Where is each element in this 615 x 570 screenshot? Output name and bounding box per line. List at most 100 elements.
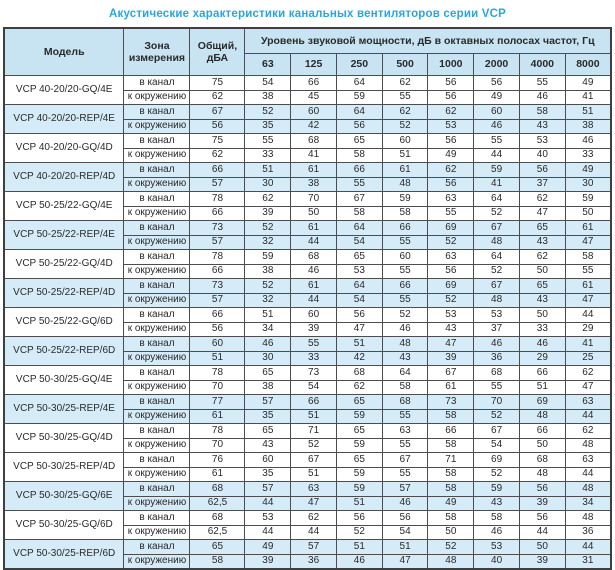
band-level-cell: 44 — [564, 408, 612, 424]
band-level-cell: 71 — [427, 452, 475, 468]
band-level-cell: 37 — [518, 176, 566, 192]
band-level-cell: 39 — [518, 495, 566, 511]
page-title: Акустические характеристики канальных ве… — [108, 8, 507, 20]
model-cell: VCP 50-25/22-REP/4D — [3, 278, 125, 308]
total-dba-cell: 66 — [189, 205, 246, 221]
column-header-freq-250: 250 — [335, 53, 383, 76]
band-level-cell: 43 — [244, 437, 292, 453]
column-header-zone: Зона измерения — [123, 27, 191, 76]
band-level-cell: 49 — [473, 89, 520, 105]
table-row: VCP 50-30/25-GQ/4D в канал 78 65 71 65 63 66 67 6… — [3, 423, 612, 453]
band-level-cell: 65 — [244, 365, 292, 381]
column-header-freq-1000: 1000 — [427, 53, 475, 76]
band-level-cell: 66 — [427, 423, 475, 439]
band-level-cell: 44 — [290, 524, 337, 540]
band-level-cell: 54 — [335, 234, 383, 250]
band-level-cell: 69 — [473, 452, 520, 468]
band-level-cell: 29 — [564, 321, 612, 337]
band-level-cell: 55 — [381, 408, 429, 424]
band-level-cell: 57 — [244, 394, 292, 410]
band-level-cell: 67 — [473, 220, 520, 236]
band-level-cell: 52 — [473, 466, 520, 482]
band-level-cell: 62 — [564, 423, 612, 439]
band-level-cell: 52 — [244, 104, 292, 120]
band-level-cell: 59 — [244, 249, 292, 265]
band-level-cell: 53 — [335, 263, 383, 279]
model-cell: VCP 40-20/20-GQ/4E — [3, 75, 125, 105]
zone-cell-duct: в канал — [123, 423, 191, 439]
band-level-cell: 44 — [518, 524, 566, 540]
band-level-cell: 30 — [244, 350, 292, 366]
band-level-cell: 59 — [335, 437, 383, 453]
zone-cell-duct: в канал — [123, 481, 191, 497]
band-level-cell: 60 — [381, 133, 429, 149]
band-level-cell: 53 — [427, 118, 475, 134]
band-level-cell: 65 — [518, 278, 566, 294]
band-level-cell: 51 — [290, 408, 337, 424]
zone-cell-duct: в канал — [123, 249, 191, 265]
total-dba-cell: 60 — [189, 336, 246, 352]
band-level-cell: 46 — [518, 336, 566, 352]
band-level-cell: 52 — [427, 234, 475, 250]
table-row: к окружению 61 35 51 59 55 58 52 48 44 — [4, 408, 612, 424]
band-level-cell: 58 — [427, 437, 475, 453]
band-level-cell: 33 — [290, 350, 337, 366]
band-level-cell: 58 — [564, 249, 612, 265]
band-level-cell: 43 — [518, 118, 566, 134]
table-row: VCP 50-25/22-REP/4D в канал 73 52 61 64 66 69 67… — [3, 278, 612, 308]
zone-cell-ambient: к окружению — [123, 350, 191, 366]
table-row: VCP 40-20/20-REP/4E в канал 67 52 60 64 62 62 60… — [3, 104, 612, 134]
band-level-cell: 64 — [335, 220, 383, 236]
band-level-cell: 38 — [244, 379, 292, 395]
zone-cell-ambient: к окружению — [123, 408, 191, 424]
band-level-cell: 48 — [473, 292, 520, 308]
band-level-cell: 52 — [244, 278, 292, 294]
band-level-cell: 51 — [290, 466, 337, 482]
band-level-cell: 55 — [381, 89, 429, 105]
column-header-freq-4000: 4000 — [518, 53, 566, 76]
band-level-cell: 56 — [335, 307, 383, 323]
band-level-cell: 55 — [244, 133, 292, 149]
band-level-cell: 65 — [335, 249, 383, 265]
band-level-cell: 63 — [427, 191, 475, 207]
zone-cell-ambient: к окружению — [123, 176, 191, 192]
column-header-total-dba: Общий, дБА — [189, 27, 246, 76]
band-level-cell: 56 — [381, 510, 429, 526]
band-level-cell: 48 — [564, 437, 612, 453]
table-row: VCP 50-30/25-GQ/4E в канал 78 65 73 68 64 67 68 6… — [3, 365, 612, 395]
column-header-freq-125: 125 — [290, 53, 337, 76]
model-cell: VCP 50-30/25-GQ/4E — [3, 365, 125, 395]
band-level-cell: 40 — [518, 147, 566, 163]
band-level-cell: 46 — [564, 133, 612, 149]
band-level-cell: 62 — [381, 104, 429, 120]
model-cell: VCP 50-25/22-GQ/4D — [3, 249, 125, 279]
band-level-cell: 57 — [381, 481, 429, 497]
total-dba-cell: 61 — [189, 466, 246, 482]
band-level-cell: 52 — [290, 437, 337, 453]
column-header-freq-500: 500 — [381, 53, 429, 76]
zone-cell-duct: в канал — [123, 75, 191, 91]
zone-cell-duct: в канал — [123, 220, 191, 236]
band-level-cell: 45 — [290, 89, 337, 105]
band-level-cell: 62 — [564, 365, 612, 381]
band-level-cell: 69 — [427, 220, 475, 236]
total-dba-cell: 58 — [189, 553, 246, 570]
band-level-cell: 55 — [564, 263, 612, 279]
zone-cell-duct: в канал — [123, 452, 191, 468]
table-row: VCP 50-25/22-GQ/4E в канал 78 62 70 67 59 63 64 6… — [3, 191, 612, 221]
band-level-cell: 48 — [381, 336, 429, 352]
band-level-cell: 49 — [564, 162, 612, 178]
model-cell: VCP 50-30/25-GQ/6E — [3, 481, 125, 511]
zone-cell-ambient: к окружению — [123, 524, 191, 540]
band-level-cell: 54 — [473, 437, 520, 453]
band-level-cell: 47 — [564, 292, 612, 308]
band-level-cell: 70 — [473, 394, 520, 410]
band-level-cell: 62 — [427, 162, 475, 178]
band-level-cell: 71 — [290, 423, 337, 439]
total-dba-cell: 78 — [189, 423, 246, 439]
band-level-cell: 35 — [244, 118, 292, 134]
band-level-cell: 49 — [564, 75, 612, 91]
zone-cell-duct: в канал — [123, 365, 191, 381]
band-level-cell: 65 — [335, 133, 383, 149]
band-level-cell: 61 — [290, 278, 337, 294]
